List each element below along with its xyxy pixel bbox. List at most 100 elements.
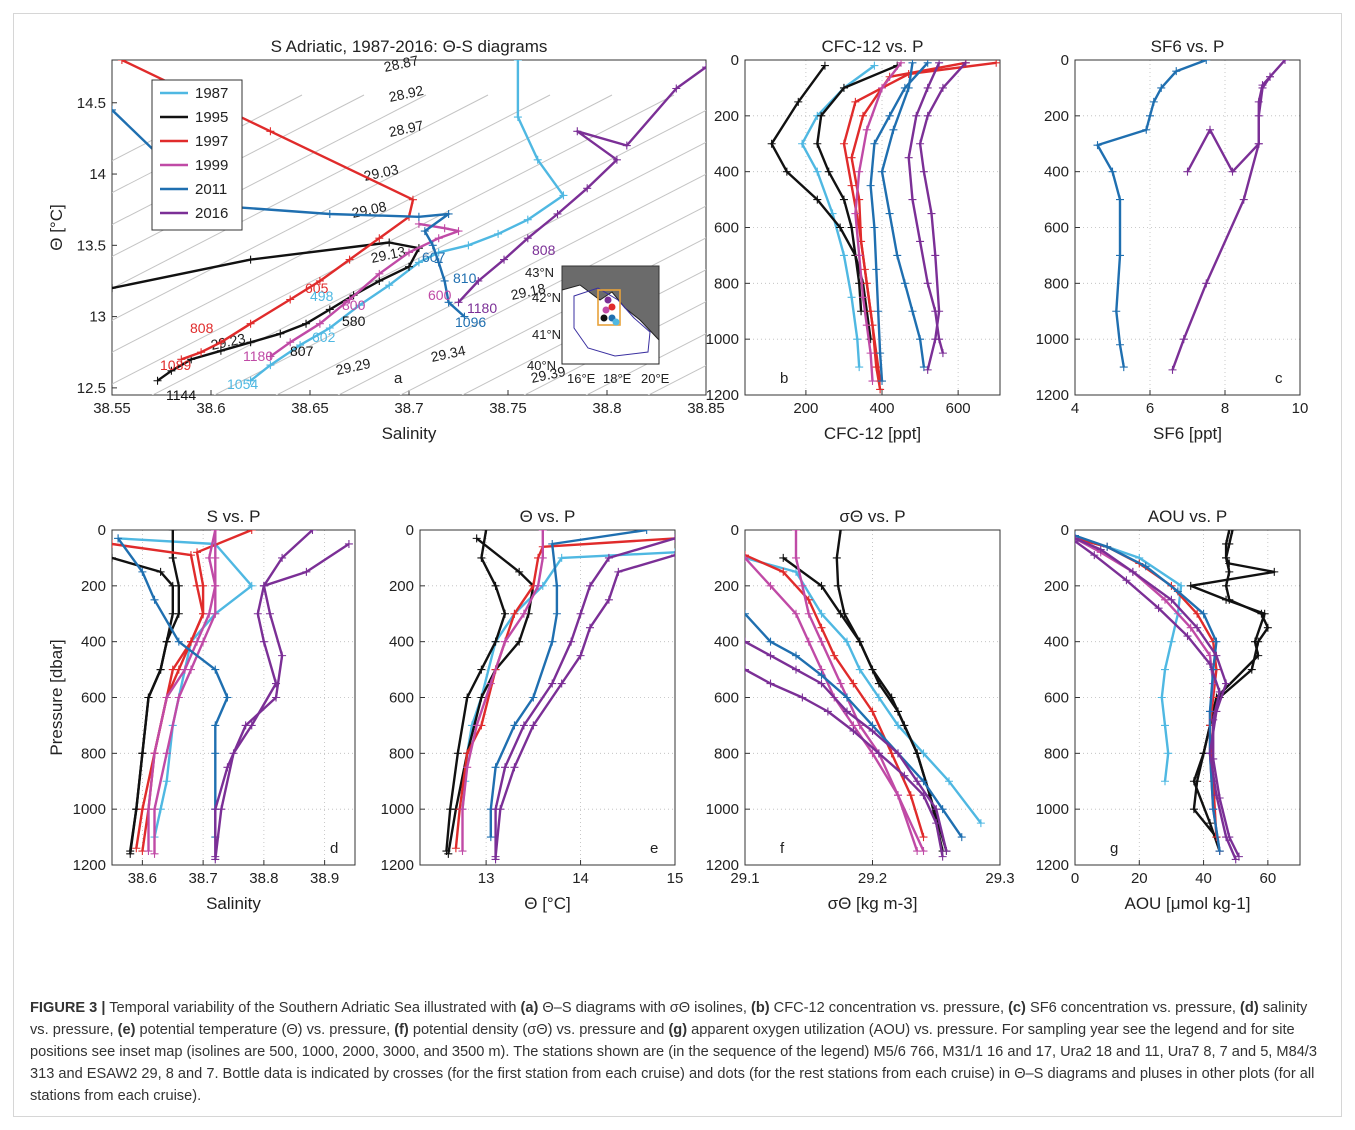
tick-label-y: 14.5 [77,95,106,112]
data-marker [259,581,268,590]
data-marker [247,530,256,534]
data-marker [1122,576,1131,585]
data-marker [1228,167,1237,176]
data-marker [932,819,941,828]
isopycnal-label: 29.29 [334,355,372,378]
tick-label-y: 1000 [1036,801,1069,818]
data-marker [428,241,437,250]
isopycnal-line [112,94,427,258]
data-marker [576,609,585,618]
depth-label: 800 [342,297,366,313]
data-marker [836,609,845,618]
data-marker [866,349,875,358]
data-marker [405,262,413,271]
tick-label-y: 0 [731,522,739,539]
panel-c: 4 6 8 10 0 200 400 600 800 1000 1200 SF6 vs. P SF6 [… [1036,37,1309,443]
tick-label-x: 38.55 [93,400,131,417]
tick-label-x: 40 [1195,870,1212,887]
isopycnal-line [112,94,613,353]
data-marker [745,551,749,560]
panel-title: Θ vs. P [520,507,576,526]
data-marker [847,181,856,190]
tick-label-y: 0 [1061,52,1069,69]
isopycnal-line [275,173,706,395]
data-marker [460,312,469,321]
data-marker [315,319,324,328]
tick-label-y: 1000 [381,801,414,818]
data-marker [817,671,826,680]
data-marker [150,595,159,604]
data-marker [1103,542,1112,551]
legend-label-1995: 1995 [195,109,228,126]
data-marker [612,155,621,164]
data-marker [1128,567,1137,576]
panel-letter: f [780,840,785,857]
data-marker [823,707,832,716]
data-marker [1116,340,1124,349]
data-marker [1141,562,1150,571]
data-marker [1172,67,1181,76]
tick-label-x: 38.85 [687,400,725,417]
data-marker [259,637,268,646]
data-marker [308,530,317,534]
legend: 1987 1995 1997 1999 2011 2016 [151,79,243,231]
caption-text-4: SF6 concentration vs. pressure, [1025,1000,1241,1016]
legend-label-1999: 1999 [195,157,228,174]
tick-label-x: 29.2 [858,870,887,887]
series-line-1997 [850,61,966,390]
data-marker [583,184,592,193]
data-marker [211,665,220,674]
data-marker [916,237,925,246]
data-marker [1177,581,1186,590]
series-line-2016 [1075,540,1240,858]
data-marker [1215,847,1224,856]
data-marker [529,693,538,702]
series-line-1995 [447,537,535,855]
data-marker [847,293,856,302]
data-marker [938,83,947,92]
tick-label-y: 600 [714,690,739,707]
data-marker [855,167,864,176]
data-marker [112,553,116,562]
data-marker [193,548,202,557]
data-marker [162,637,171,646]
tick-label-y: 1200 [1036,387,1069,404]
caption-text-7: potential density (σΘ) vs. pressure and [408,1022,669,1038]
data-marker [519,721,528,730]
data-marker [444,298,453,307]
series-group [767,60,1000,394]
data-marker [548,637,557,646]
data-marker [477,665,486,674]
data-marker [919,167,928,176]
isopycnal-line [656,95,1355,455]
data-marker [420,227,429,236]
isopycnal-label: 28.92 [387,82,425,105]
tick-label-y: 0 [98,522,106,539]
panel-letter: b [780,370,788,387]
data-marker [117,60,126,64]
tick-label-y: 600 [81,690,106,707]
data-marker [186,551,195,560]
data-marker [477,553,486,562]
data-marker [272,693,281,702]
data-marker [1090,551,1099,560]
data-marker [847,153,856,162]
data-marker [862,321,871,330]
isopycnal-line [112,94,551,321]
figure-caption: FIGURE 3 | Temporal variability of the S… [30,997,1325,1107]
data-marker [767,139,776,148]
data-marker [642,530,651,534]
series-line-2016 [214,542,350,857]
data-marker [604,553,613,562]
data-marker [1215,794,1224,802]
x-axis-label: σΘ [kg m-3] [828,894,918,913]
series-line-2011 [869,61,929,382]
inset-lon-label: 18°E [603,371,632,386]
data-marker [885,111,894,120]
data-marker [916,335,925,344]
tick-label-y: 400 [389,634,414,651]
x-axis-label: SF6 [ppt] [1153,424,1222,443]
tick-label-x: 38.9 [310,870,339,887]
data-marker [913,777,922,786]
data-marker [463,763,472,772]
